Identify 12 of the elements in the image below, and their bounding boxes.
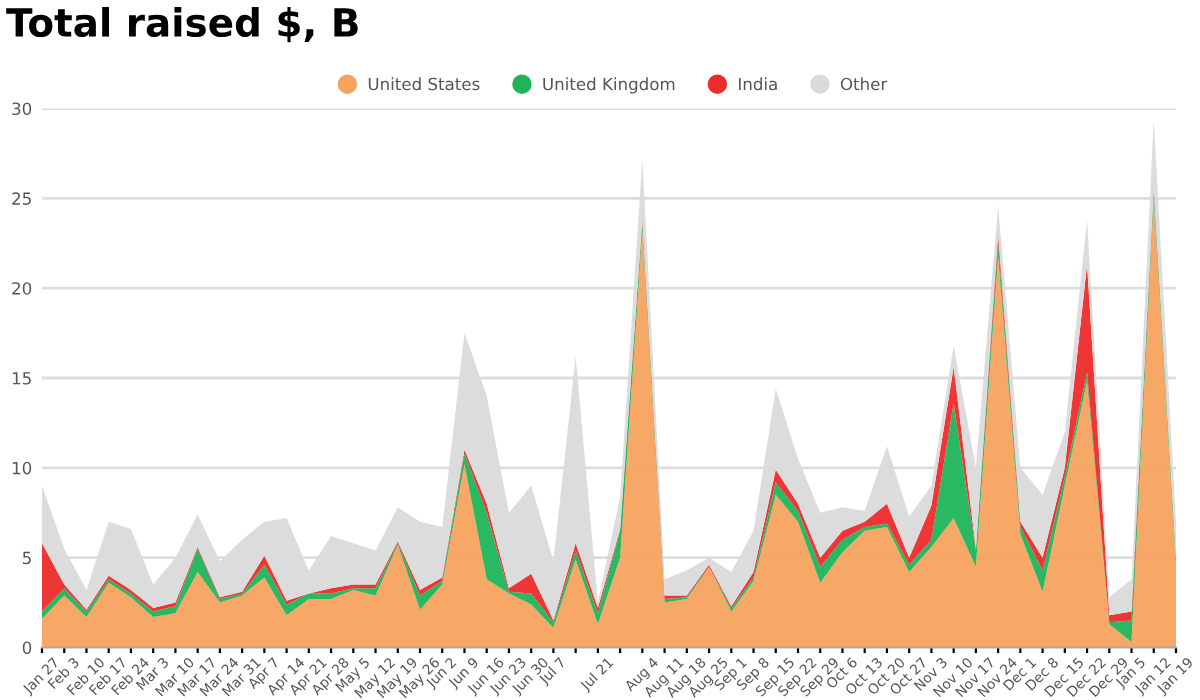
chart-title: Total raised $, B — [6, 7, 358, 43]
legend-label: United States — [368, 77, 480, 91]
y-tick-label: 30 — [12, 102, 32, 116]
legend-label: United Kingdom — [543, 77, 675, 94]
y-tick-label: 15 — [12, 372, 31, 385]
y-tick-label: 0 — [22, 641, 32, 655]
y-tick-label: 25 — [12, 192, 31, 205]
legend-label: Other — [840, 77, 888, 91]
y-tick-label: 20 — [12, 282, 32, 295]
legend-label: India — [739, 77, 777, 91]
y-tick-label: 5 — [22, 551, 31, 565]
y-tick-label: 10 — [12, 461, 32, 475]
